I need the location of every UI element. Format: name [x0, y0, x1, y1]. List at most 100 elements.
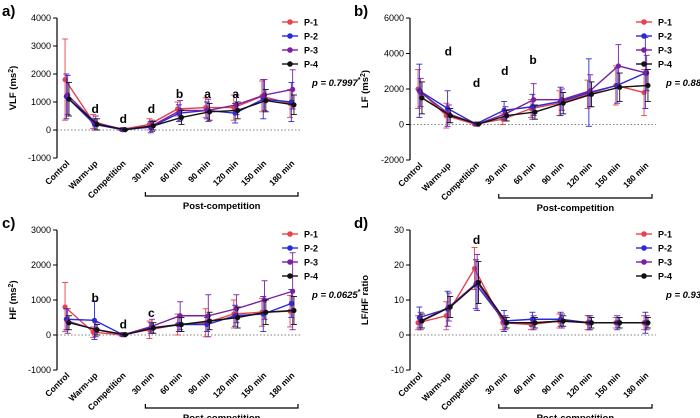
- post-bracket: [144, 404, 299, 409]
- y-axis-label-text: LF/HF ratio: [360, 275, 371, 325]
- p-value: p = 0.9337*: [665, 289, 700, 301]
- data-point: [532, 109, 538, 115]
- significance-letter: a: [232, 87, 239, 101]
- significance-letter: d: [501, 64, 508, 78]
- post-bracket: [144, 192, 299, 197]
- significance-letter: d: [120, 112, 127, 126]
- legend-marker: [641, 245, 647, 251]
- data-point: [206, 109, 213, 115]
- series-P-4: [65, 296, 297, 338]
- x-tick-label: 150 min: [593, 370, 622, 399]
- panel-label: d): [354, 215, 368, 232]
- x-tick-label: 120 min: [211, 370, 240, 399]
- data-point: [644, 70, 650, 76]
- data-point: [475, 121, 482, 127]
- data-point: [504, 113, 510, 119]
- p-value: p = 0.0625*: [311, 289, 361, 301]
- legend-marker: [287, 47, 293, 53]
- legend-marker: [641, 273, 647, 279]
- data-point: [531, 97, 537, 103]
- legend-label: P-4: [658, 60, 672, 70]
- data-point: [122, 332, 128, 338]
- legend-marker: [287, 231, 293, 237]
- data-point: [150, 325, 156, 331]
- legend-marker: [641, 61, 647, 67]
- significance-letter: d: [473, 233, 480, 247]
- y-tick-label: 2000: [384, 84, 404, 94]
- data-point: [418, 89, 424, 96]
- panel-label: b): [354, 3, 368, 20]
- legend-label: P-3: [658, 258, 672, 268]
- y-tick-label: 6000: [384, 13, 404, 23]
- y-tick-label: -1000: [28, 153, 51, 163]
- significance-letter: b: [91, 291, 98, 305]
- data-point: [66, 96, 72, 102]
- x-tick-label: 30 min: [130, 158, 156, 184]
- series-P-4: [418, 261, 651, 329]
- x-tick-label: 90 min: [186, 370, 212, 396]
- y-tick-label: 0: [46, 125, 51, 135]
- y-tick-label: 2000: [31, 69, 51, 79]
- y-axis-label-text: VLF (ms: [8, 73, 19, 110]
- significance-letter: d: [148, 102, 155, 116]
- significance-letter: d: [473, 76, 480, 90]
- y-tick-label: -10: [391, 365, 404, 375]
- significance-letter: b: [529, 53, 536, 67]
- y-axis-label: HF (ms2): [8, 280, 19, 319]
- data-point: [588, 91, 595, 97]
- y-axis-label-text: HF (ms: [8, 287, 19, 319]
- data-point: [62, 304, 68, 310]
- legend-marker: [287, 273, 293, 279]
- y-axis-label-text: LF (ms: [360, 77, 371, 108]
- legend-marker: [287, 61, 293, 67]
- data-point: [122, 127, 128, 133]
- series-P-4: [65, 81, 297, 133]
- p-value-star: *: [358, 289, 361, 296]
- legend-marker: [641, 231, 647, 237]
- data-point: [94, 327, 100, 333]
- data-point: [233, 102, 239, 108]
- legend-label: P-2: [658, 32, 672, 42]
- legend-label: P-3: [658, 46, 672, 56]
- x-tick-label: 150 min: [239, 370, 268, 399]
- x-tick-label: 120 min: [564, 370, 593, 399]
- legend-marker: [641, 259, 647, 265]
- legend-label: P-2: [658, 244, 672, 254]
- data-point: [504, 320, 510, 326]
- significance-letter: a: [204, 87, 211, 101]
- legend-label: P-2: [304, 32, 318, 42]
- y-axis-label-sup: 2: [360, 73, 367, 77]
- legend-label: P-3: [304, 46, 318, 56]
- x-tick-label: 60 min: [511, 370, 537, 396]
- post-competition-label: Post-competition: [537, 413, 615, 418]
- legend-marker: [641, 19, 647, 25]
- y-tick-label: 10: [394, 295, 404, 305]
- y-tick-label: -1000: [28, 365, 51, 375]
- data-point: [205, 313, 211, 319]
- data-point: [617, 320, 623, 326]
- x-tick-label: 30 min: [483, 370, 509, 396]
- data-point: [645, 320, 651, 326]
- series-line: [421, 281, 648, 324]
- data-point: [206, 318, 213, 324]
- p-value-text: p = 0.8844: [665, 78, 700, 89]
- significance-letter: c: [148, 306, 155, 320]
- data-point: [261, 92, 268, 98]
- p-value: p = 0.8844*: [665, 77, 700, 89]
- legend-label: P-3: [304, 258, 318, 268]
- data-point: [178, 321, 185, 328]
- data-point: [235, 314, 241, 321]
- y-tick-label: 20: [394, 260, 404, 270]
- data-point: [91, 317, 98, 323]
- x-tick-label: 90 min: [540, 370, 566, 396]
- data-point: [419, 318, 425, 324]
- data-point: [288, 300, 294, 307]
- x-tick-label: 180 min: [621, 370, 650, 399]
- legend-label: P-2: [304, 244, 318, 254]
- x-tick-label: 120 min: [211, 158, 240, 187]
- legend-marker: [287, 19, 293, 25]
- post-competition-label: Post-competition: [183, 201, 261, 212]
